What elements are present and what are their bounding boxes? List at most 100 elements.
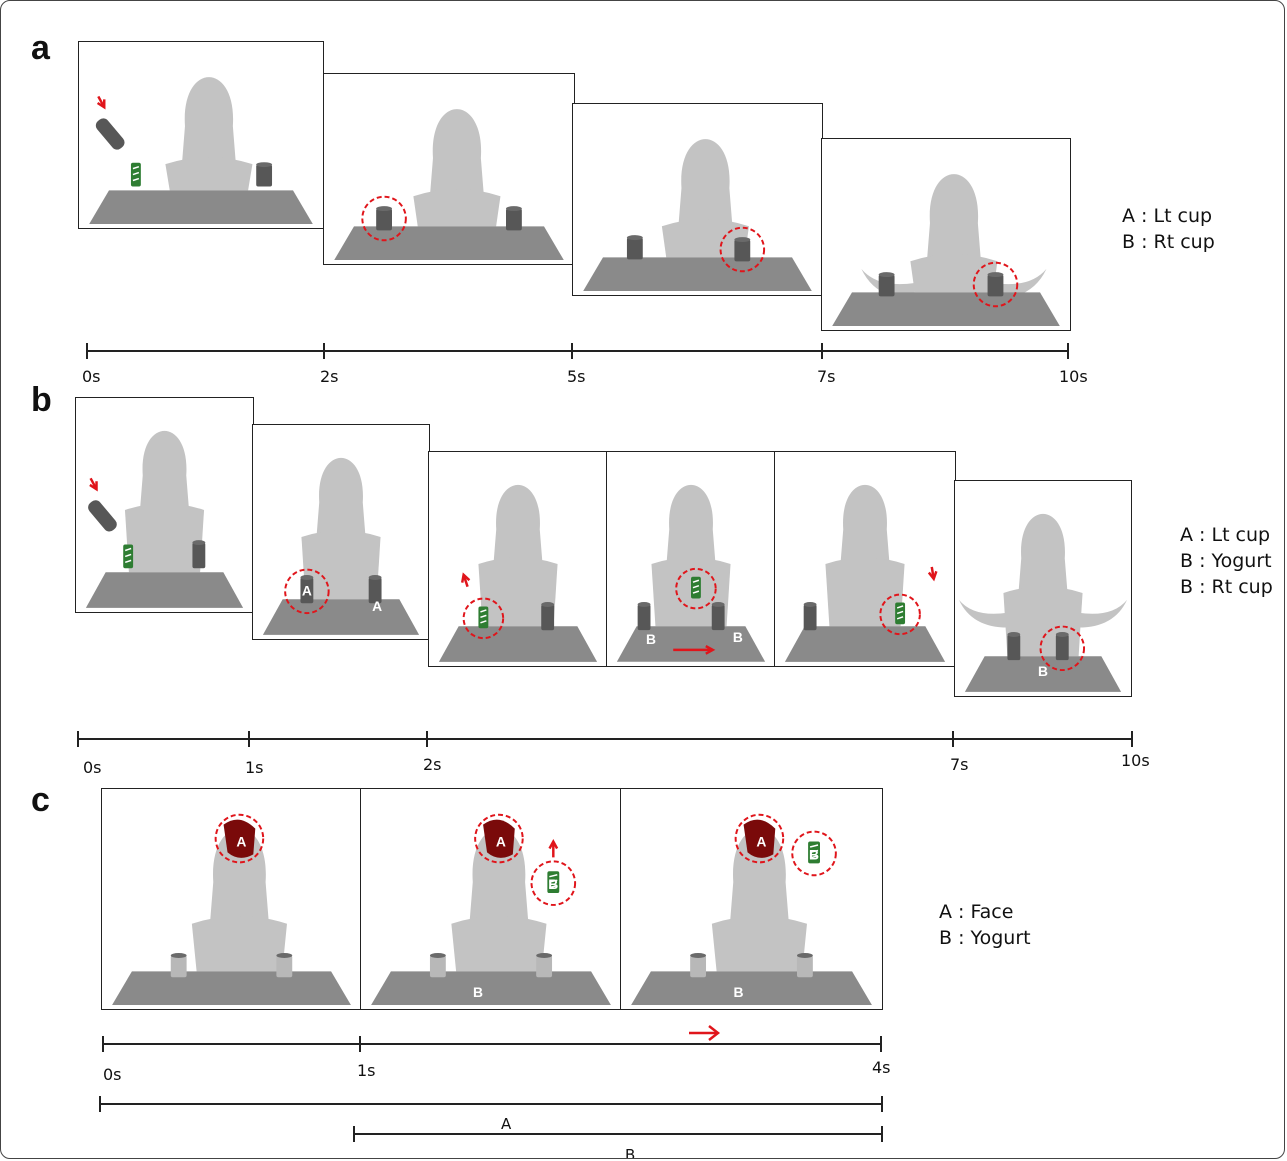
- tick-a-3: 7s: [817, 367, 836, 386]
- table: [371, 971, 611, 1006]
- scene-label: A: [496, 833, 506, 849]
- tick-b-0: 0s: [83, 758, 102, 777]
- right-arm: [993, 268, 1047, 300]
- cup-icon: [987, 272, 1004, 297]
- cup-icon: [878, 272, 895, 297]
- legend-c-item-2: B : Yogurt: [939, 927, 1031, 949]
- person-silhouette: [301, 457, 381, 600]
- frame-c1: A: [101, 788, 362, 1010]
- person-silhouette: [413, 109, 501, 227]
- aoi-span-label-b: B: [625, 1146, 636, 1159]
- aoi-circle: [284, 568, 330, 615]
- tick-b-1: 1s: [245, 758, 264, 777]
- yogurt-icon: [895, 602, 906, 625]
- cup-icon: [734, 237, 751, 262]
- cup-icon: [368, 575, 382, 604]
- tick-c-1: 1s: [357, 1061, 376, 1080]
- legend-b-item-2: B : Yogurt: [1180, 550, 1272, 572]
- legend-a-item-2: B : Rt cup: [1122, 231, 1215, 253]
- table: [583, 257, 812, 292]
- scene-shrug-labeled: B: [958, 513, 1128, 692]
- yogurt-icon: [130, 162, 141, 187]
- legend-c: A : Face B : Yogurt: [939, 899, 1031, 951]
- scene-pour: [89, 77, 313, 225]
- tick-c-2: 4s: [872, 1058, 891, 1077]
- frame-a3: [572, 103, 823, 296]
- tick-b-4: 10s: [1121, 751, 1150, 770]
- aoi-circle: [879, 593, 921, 636]
- legend-c-item-1: A : Face: [939, 901, 1014, 923]
- legend-b: A : Lt cup B : Yogurt B : Rt cup: [1180, 522, 1273, 600]
- timeline-b: [77, 731, 1133, 747]
- scene-label: B: [733, 629, 743, 645]
- cup-icon: [429, 953, 446, 978]
- cup-icon: [256, 162, 273, 187]
- aoi-circle: [675, 567, 717, 610]
- legend-b-item-1: A : Lt cup: [1180, 524, 1271, 546]
- table: [334, 226, 564, 261]
- hair: [665, 484, 717, 579]
- hair: [180, 77, 238, 181]
- cup-icon: [192, 540, 206, 569]
- torso: [661, 219, 749, 258]
- table: [784, 626, 946, 662]
- tilted-cup-icon: [95, 118, 125, 150]
- table: [89, 190, 313, 225]
- legend-a-item-1: A : Lt cup: [1122, 205, 1213, 227]
- aoi-circle: [474, 813, 524, 864]
- scene-cross: [583, 139, 812, 292]
- timeline-c: [102, 1036, 882, 1052]
- aoi-circle: [972, 261, 1019, 308]
- scene-put-yogurt: [784, 484, 946, 662]
- legend-b-item-3: B : Rt cup: [1180, 576, 1273, 598]
- hair: [677, 139, 734, 243]
- hair: [428, 109, 486, 213]
- person-silhouette: [478, 484, 558, 627]
- cup-icon: [541, 602, 555, 631]
- aoi-circle: [462, 597, 505, 640]
- hair: [492, 484, 544, 579]
- scene-label: B: [646, 631, 656, 647]
- torso: [910, 254, 998, 293]
- right-arrow-icon: [689, 1025, 721, 1041]
- aoi-circle: [791, 830, 837, 877]
- cup-icon: [711, 601, 725, 631]
- torso: [825, 557, 905, 627]
- torso: [165, 157, 253, 191]
- cup-icon: [803, 602, 817, 631]
- scene-face-yogurt-held: A B B: [631, 813, 872, 1006]
- table: [832, 292, 1060, 327]
- cup-icon: [300, 575, 314, 604]
- frame-a2: [323, 73, 575, 265]
- cup-icon: [1055, 632, 1069, 661]
- scene-label: B: [473, 984, 483, 1000]
- scene-cups: [334, 109, 564, 261]
- scene-label: A: [756, 833, 766, 849]
- cup-icon: [506, 206, 522, 231]
- aoi-circle: [1039, 625, 1086, 672]
- person-silhouette: [661, 139, 749, 258]
- scene-label: B: [733, 984, 743, 1000]
- yogurt-icon: [808, 841, 820, 864]
- cup-icon: [1007, 632, 1021, 661]
- hair: [839, 484, 891, 579]
- table: [85, 572, 244, 608]
- panel-letter-b: b: [31, 381, 52, 419]
- face-region: [483, 819, 515, 858]
- tick-b-2: 2s: [423, 755, 442, 774]
- face-region: [223, 819, 256, 858]
- frame-b1: [75, 397, 254, 613]
- panel-letter-c: c: [31, 781, 50, 819]
- torso: [413, 189, 501, 227]
- scene-label: A: [372, 598, 382, 614]
- torso: [451, 916, 547, 972]
- frame-b3: [428, 451, 608, 667]
- timeline-a: [86, 343, 1069, 359]
- frame-b6: B: [954, 480, 1132, 697]
- hair: [138, 430, 191, 525]
- table: [964, 656, 1122, 692]
- cup-icon: [626, 235, 643, 260]
- scene-face: A: [112, 813, 351, 1006]
